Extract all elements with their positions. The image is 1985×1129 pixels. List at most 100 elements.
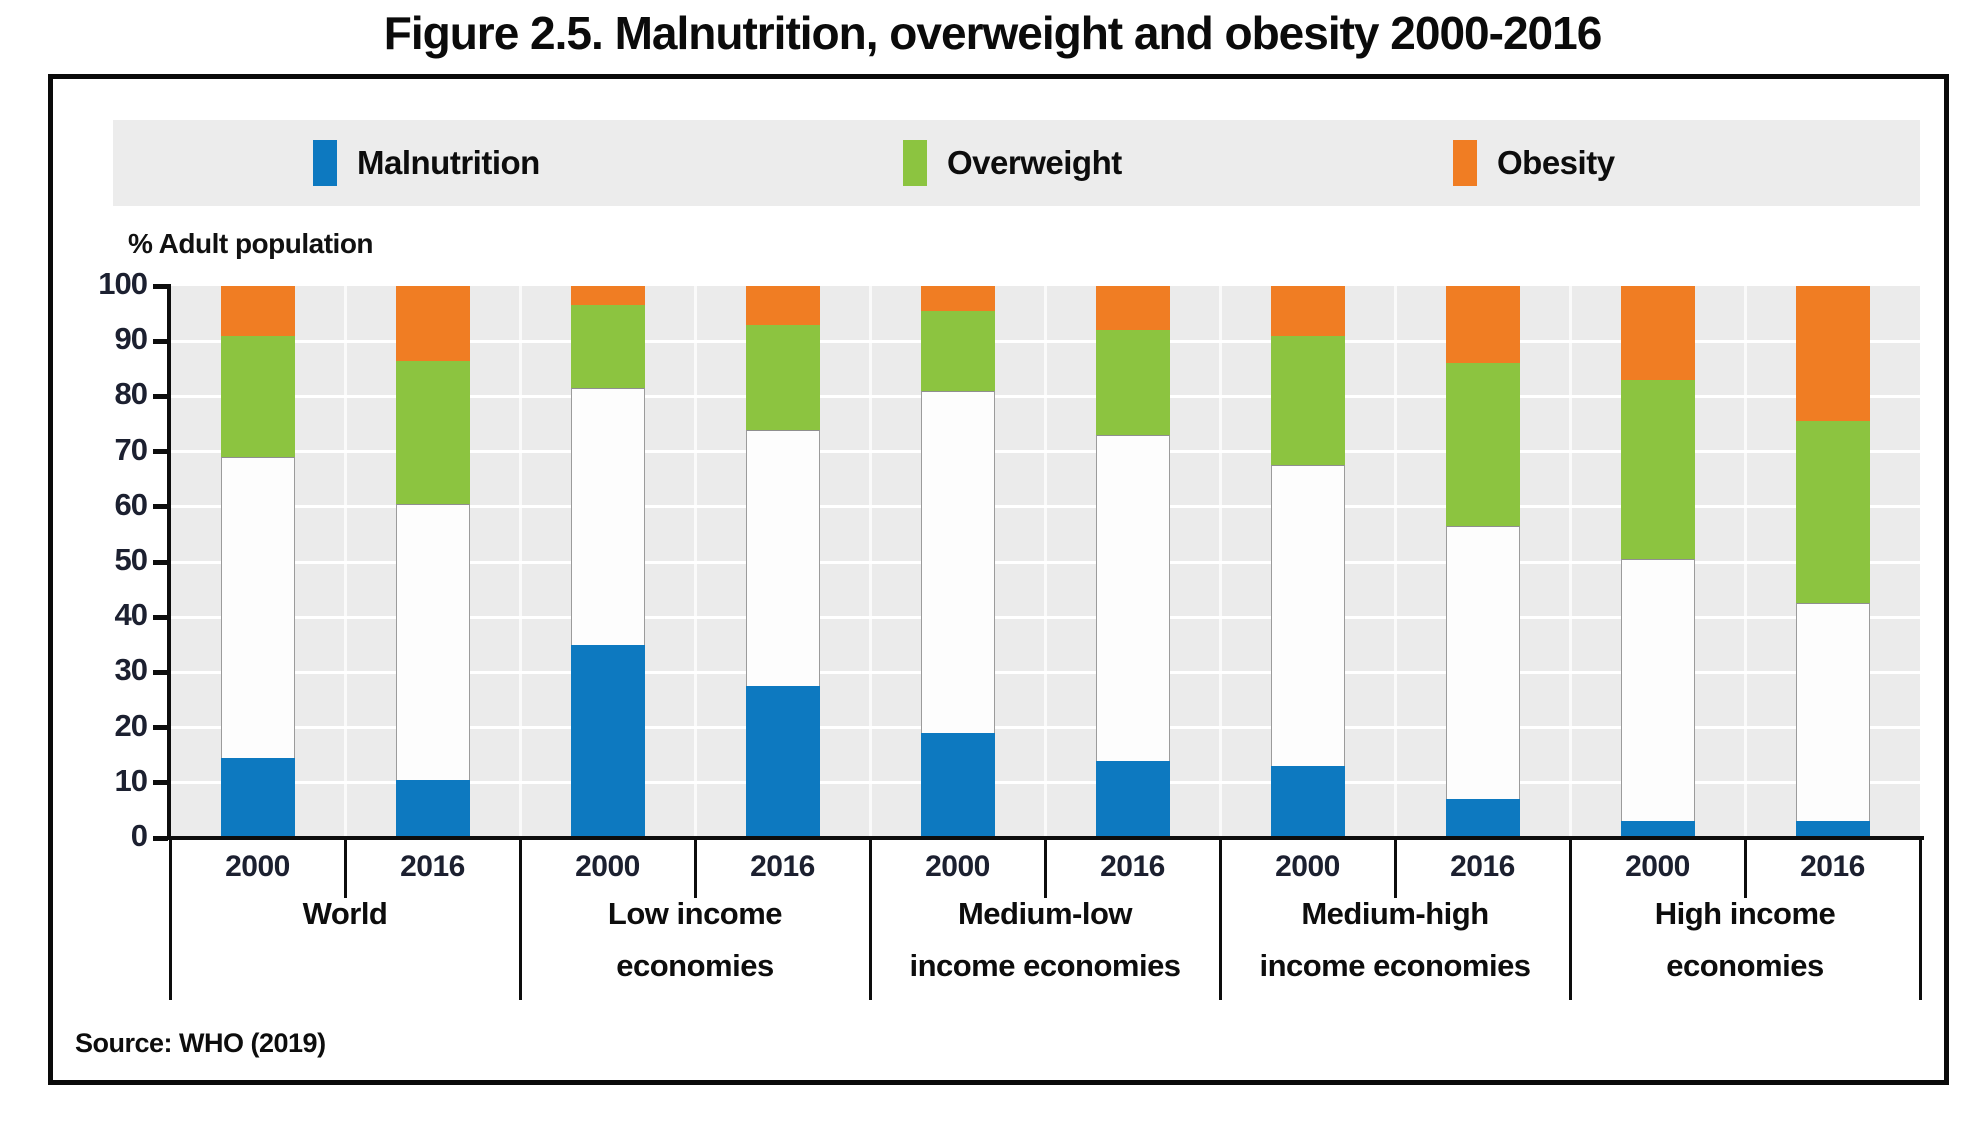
y-axis-title: % Adult population <box>128 228 374 259</box>
y-tick-label: 90 <box>114 321 148 357</box>
group-label: income economies <box>909 948 1181 983</box>
within-group-tick <box>1393 838 1397 898</box>
segment-malnutrition <box>571 644 645 838</box>
segment-overweight <box>1271 335 1345 466</box>
y-tick-label: 80 <box>114 376 148 412</box>
segment-malnutrition <box>746 686 820 838</box>
segment-obesity <box>1096 286 1170 331</box>
segment-overweight <box>1446 363 1520 527</box>
horizontal-gridline <box>170 781 1920 785</box>
within-group-tick <box>1743 838 1747 898</box>
within-group-tick <box>693 838 697 898</box>
segment-remainder <box>746 429 820 687</box>
segment-obesity <box>1621 286 1695 380</box>
y-tick-label: 40 <box>114 597 148 633</box>
y-axis-tick <box>153 669 168 675</box>
y-axis-tick <box>153 835 168 841</box>
malnutrition-swatch-icon <box>313 140 337 186</box>
segment-malnutrition <box>221 757 295 838</box>
segment-overweight <box>221 335 295 458</box>
segment-remainder <box>221 457 295 758</box>
segment-remainder <box>1096 435 1170 761</box>
segment-malnutrition <box>1446 799 1520 838</box>
bar-low-income-economies-2000 <box>571 286 645 838</box>
y-tick-label: 20 <box>114 707 148 743</box>
horizontal-gridline <box>170 615 1920 619</box>
segment-remainder <box>1446 526 1520 800</box>
obesity-swatch-icon <box>1453 140 1477 186</box>
y-axis-tick <box>153 780 168 786</box>
segment-remainder <box>921 390 995 734</box>
group-boundary-tick <box>1918 838 1922 1000</box>
y-tick-label: 60 <box>114 486 148 522</box>
legend-item-malnutrition: Malnutrition <box>313 140 540 186</box>
group-label: Low income <box>607 896 783 931</box>
within-group-tick <box>1043 838 1047 898</box>
year-label: 2016 <box>400 850 465 883</box>
year-label: 2016 <box>1800 850 1865 883</box>
y-tick-label: 30 <box>114 652 148 688</box>
bar-medium-low-income-economies-2000 <box>921 286 995 838</box>
segment-obesity <box>571 286 645 306</box>
segment-malnutrition <box>921 733 995 838</box>
legend: Malnutrition Overweight Obesity <box>113 120 1920 206</box>
horizontal-gridline <box>170 505 1920 509</box>
segment-overweight <box>746 324 820 430</box>
within-group-tick <box>343 838 347 898</box>
group-label: World <box>302 896 388 931</box>
bar-world-2000 <box>221 286 295 838</box>
segment-overweight <box>1621 379 1695 560</box>
segment-obesity <box>1446 286 1520 364</box>
y-axis-tick <box>153 449 168 455</box>
segment-obesity <box>1796 286 1870 422</box>
group-boundary-tick <box>1218 838 1222 1000</box>
segment-obesity <box>921 286 995 311</box>
bar-high-income-economies-2016 <box>1796 286 1870 838</box>
y-axis-line <box>167 284 171 840</box>
segment-obesity <box>396 286 470 361</box>
bar-world-2016 <box>396 286 470 838</box>
segment-obesity <box>1271 286 1345 336</box>
group-label: income economies <box>1259 948 1531 983</box>
bar-medium-high-income-economies-2000 <box>1271 286 1345 838</box>
group-label: economies <box>616 948 774 983</box>
group-boundary-tick <box>168 838 172 1000</box>
y-axis-tick <box>153 559 168 565</box>
segment-remainder <box>396 504 470 781</box>
horizontal-gridline <box>170 339 1920 343</box>
bar-high-income-economies-2000 <box>1621 286 1695 838</box>
segment-remainder <box>1796 603 1870 822</box>
figure-title: Figure 2.5. Malnutrition, overweight and… <box>383 7 1603 59</box>
year-label: 2016 <box>750 850 815 883</box>
y-tick-label: 100 <box>98 266 148 301</box>
bar-medium-high-income-economies-2016 <box>1446 286 1520 838</box>
bar-low-income-economies-2016 <box>746 286 820 838</box>
horizontal-gridline <box>170 726 1920 730</box>
plot-area <box>170 286 1920 838</box>
segment-obesity <box>746 286 820 325</box>
group-boundary-tick <box>868 838 872 1000</box>
group-boundary-tick <box>518 838 522 1000</box>
source-note: Source: WHO (2019) <box>75 1028 326 1058</box>
segment-malnutrition <box>396 780 470 838</box>
group-label: economies <box>1666 948 1824 983</box>
segment-overweight <box>396 360 470 505</box>
y-axis-tick <box>153 725 168 731</box>
segment-malnutrition <box>1621 821 1695 838</box>
horizontal-gridline <box>170 450 1920 454</box>
year-label: 2000 <box>575 850 640 883</box>
segment-overweight <box>921 310 995 391</box>
y-axis-tick <box>153 283 168 289</box>
segment-overweight <box>1096 330 1170 436</box>
year-label: 2000 <box>1275 850 1340 883</box>
horizontal-gridline <box>170 394 1920 398</box>
segment-remainder <box>571 388 645 645</box>
y-tick-label: 0 <box>130 818 148 853</box>
group-label: Medium-low <box>957 896 1133 931</box>
segment-malnutrition <box>1096 760 1170 838</box>
legend-label-overweight: Overweight <box>947 144 1122 181</box>
bar-medium-low-income-economies-2016 <box>1096 286 1170 838</box>
segment-remainder <box>1271 465 1345 767</box>
legend-item-obesity: Obesity <box>1453 140 1615 186</box>
